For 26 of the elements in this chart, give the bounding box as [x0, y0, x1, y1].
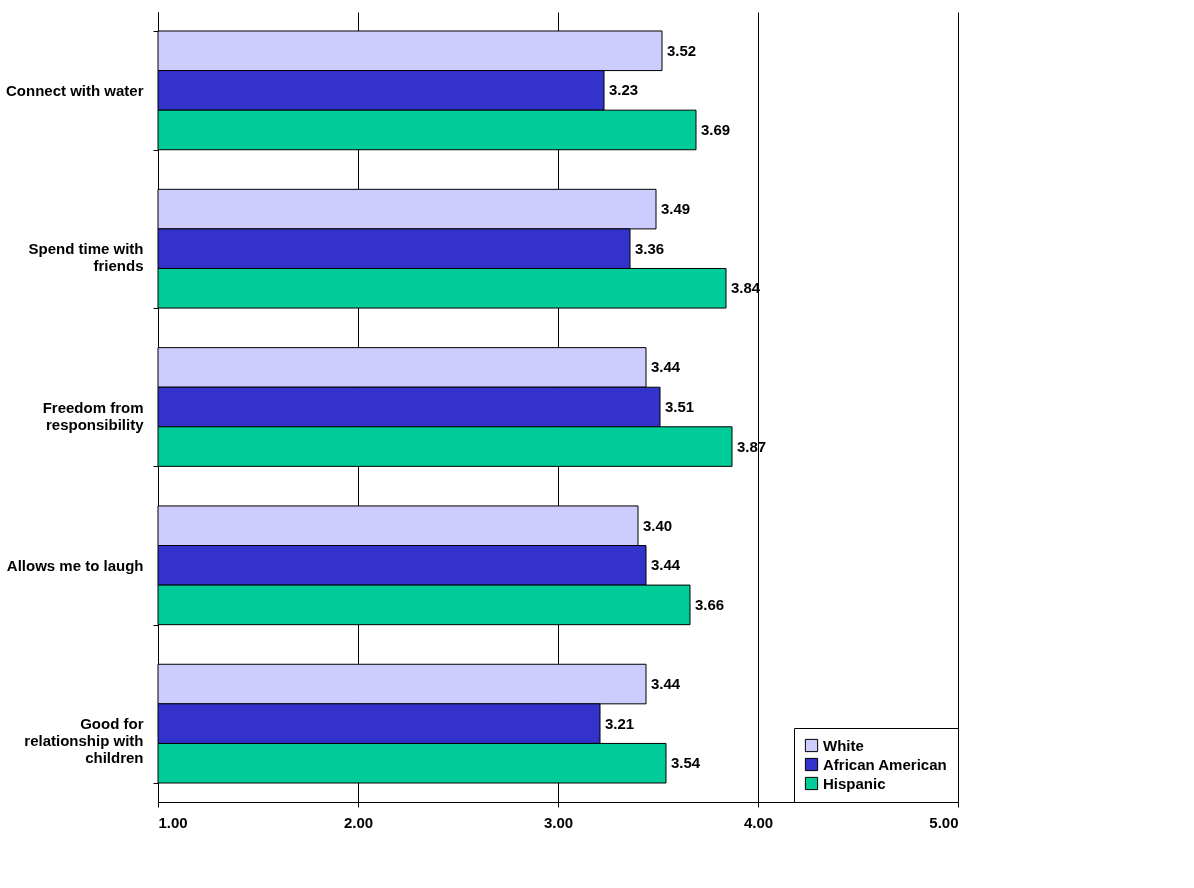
text: 3.21 — [605, 714, 635, 732]
x-tick-label: 4.00 — [743, 813, 774, 831]
x-tick-label: 2.00 — [343, 813, 374, 831]
legend-label: Hispanic — [823, 774, 886, 792]
text: 3.40 — [643, 516, 673, 534]
text: 3.44 — [651, 556, 681, 574]
x-tick-label: 3.00 — [543, 813, 574, 831]
y-tick-label: Spend time with friends — [28, 240, 144, 275]
text: 3.69 — [701, 120, 731, 138]
text: 3.51 — [665, 398, 695, 415]
text: 3.54 — [671, 754, 701, 772]
text: 3.49 — [661, 200, 691, 218]
text: 3.66 — [695, 595, 725, 613]
text: 3.44 — [651, 675, 681, 693]
text: 3.23 — [609, 81, 639, 99]
x-tick-label: 1.00 — [158, 813, 188, 831]
legend-label: White — [823, 736, 864, 754]
y-tick-label: Freedom from responsibility — [42, 398, 145, 433]
x-tick-label: 5.00 — [929, 813, 959, 831]
y-tick-label: Connect with water — [5, 81, 144, 99]
y-tick-label: Good for relationship with children — [24, 715, 144, 767]
text: 3.52 — [667, 41, 697, 59]
y-tick-label: Allows me to laugh — [6, 556, 144, 574]
text: 3.44 — [651, 358, 681, 376]
text: 3.36 — [635, 239, 665, 257]
legend-label: African American — [823, 755, 947, 773]
